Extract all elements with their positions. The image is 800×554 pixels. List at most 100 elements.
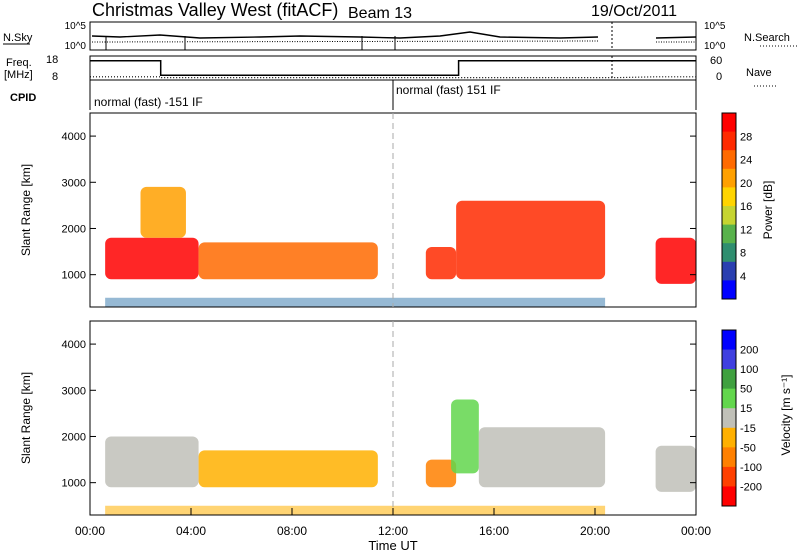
cpid-mode-1: normal (fast) -151 IF [94, 95, 203, 109]
y-tick-label: 4000 [62, 339, 86, 351]
freq-tick-bottom: 8 [52, 71, 58, 83]
colorbar-tick-label: 200 [740, 345, 758, 357]
colorbar-swatch [722, 131, 736, 151]
colorbar-swatch [722, 224, 736, 244]
velocity-region-2 [425, 459, 457, 488]
colorbar-swatch [722, 427, 736, 448]
freq-line [90, 60, 696, 76]
colorbar-tick-label: 50 [740, 384, 752, 396]
nsearch-label: N.Search [744, 32, 790, 44]
power-region-2 [198, 242, 378, 280]
y-tick-label: 1000 [62, 478, 86, 490]
colorbar-tick-label: 12 [740, 224, 752, 236]
velocity-region-0 [105, 436, 199, 488]
colorbar-tick-label: 100 [740, 364, 758, 376]
y-tick-label: 3000 [62, 385, 86, 397]
nsky-tick-bottom: 10^0 [65, 41, 87, 52]
nave-label: Nave [746, 67, 772, 79]
station-title: Christmas Valley West (fitACF) [92, 0, 338, 20]
colorbar-tick-label: -15 [740, 423, 756, 435]
freq-unit: [MHz] [4, 69, 33, 81]
nave-line [90, 76, 696, 79]
noise-panel: N.Sky 10^5 10^0 10^5 10^0 N.Search [3, 21, 798, 52]
velocity-ylabel: Slant Range [km] [19, 372, 33, 464]
velocity-region-5 [655, 445, 696, 492]
time-x-axis: 00:00 04:00 08:00 12:00 16:00 20:00 00:00 [75, 508, 711, 538]
nave-tick-bottom: 0 [716, 71, 722, 83]
cpid-panel: CPID normal (fast) -151 IF normal (fast)… [10, 80, 697, 110]
power-colorbar: 4 8 12 16 20 24 28 [721, 112, 752, 300]
y-tick-label: 2000 [62, 431, 86, 443]
nsearch-tick-top: 10^5 [704, 21, 726, 32]
x-tick-label: 00:00 [75, 524, 105, 538]
colorbar-tick-label: -200 [740, 481, 762, 493]
cpid-mode-2: normal (fast) 151 IF [396, 83, 501, 97]
x-tick-label: 00:00 [681, 524, 711, 538]
y-tick-label: 1000 [62, 270, 86, 282]
power-data [105, 186, 696, 307]
colorbar-tick-label: 24 [740, 155, 752, 167]
velocity-ground-scatter [105, 505, 606, 515]
colorbar-swatch [722, 466, 736, 487]
colorbar-tick-label: 20 [740, 178, 752, 190]
x-tick-label: 16:00 [479, 524, 509, 538]
colorbar-tick-label: 8 [740, 248, 746, 260]
cpid-label: CPID [10, 92, 36, 104]
power-y-axis: 1000 2000 3000 4000 [62, 131, 696, 282]
colorbar-swatch [722, 150, 736, 170]
velocity-region-4 [478, 427, 606, 488]
colorbar-tick-label: 16 [740, 201, 752, 213]
nave-tick-top: 60 [710, 55, 722, 67]
colorbar-swatch [722, 349, 736, 370]
freq-panel: Freq. [MHz] 18 8 60 0 Nave [4, 54, 778, 87]
colorbar-swatch [722, 243, 736, 263]
freq-tick-top: 18 [46, 54, 58, 66]
y-tick-label: 2000 [62, 223, 86, 235]
y-tick-label: 4000 [62, 131, 86, 143]
colorbar-swatch [722, 113, 736, 133]
colorbar-swatch [722, 408, 736, 429]
colorbar-swatch [722, 206, 736, 226]
velocity-region-3 [451, 399, 479, 474]
x-tick-label: 12:00 [378, 524, 408, 538]
colorbar-swatch [722, 388, 736, 409]
freq-label: Freq. [6, 57, 32, 69]
colorbar-swatch [722, 330, 736, 351]
noise-sky-line [91, 31, 697, 39]
colorbar-swatch [722, 187, 736, 207]
colorbar-tick-label: 4 [740, 271, 746, 283]
nsearch-tick-bottom: 10^0 [704, 41, 726, 52]
power-colorbar-label: Power [dB] [761, 181, 775, 240]
colorbar-swatch [722, 168, 736, 188]
power-region-5 [655, 237, 696, 284]
colorbar-tick-label: -50 [740, 442, 756, 454]
velocity-data [105, 399, 696, 515]
power-region-4 [456, 200, 606, 280]
velocity-colorbar-label: Velocity [m s⁻¹] [779, 374, 793, 455]
y-tick-label: 3000 [62, 177, 86, 189]
x-tick-label: 08:00 [277, 524, 307, 538]
x-tick-label: 20:00 [580, 524, 610, 538]
colorbar-tick-label: 28 [740, 131, 752, 143]
power-ground-scatter [105, 297, 606, 307]
nsky-tick-top: 10^5 [65, 21, 87, 32]
velocity-colorbar: 200 100 50 15 -15 -50 -100 -200 [721, 329, 762, 507]
colorbar-swatch [722, 486, 736, 507]
time-xlabel: Time UT [368, 538, 417, 553]
beam-label: Beam 13 [348, 5, 412, 22]
colorbar-tick-label: -100 [740, 462, 762, 474]
colorbar-tick-label: 15 [740, 403, 752, 415]
velocity-region-1 [198, 450, 378, 488]
velocity-y-axis: 1000 2000 3000 4000 [62, 339, 696, 490]
power-region-3 [425, 246, 457, 280]
noise-search-line [91, 40, 696, 43]
power-region-0 [105, 237, 199, 280]
date-label: 19/Oct/2011 [591, 3, 677, 20]
nsky-label: N.Sky [3, 32, 33, 44]
colorbar-swatch [722, 261, 736, 281]
colorbar-swatch [722, 369, 736, 390]
x-tick-label: 04:00 [176, 524, 206, 538]
colorbar-swatch [722, 447, 736, 468]
